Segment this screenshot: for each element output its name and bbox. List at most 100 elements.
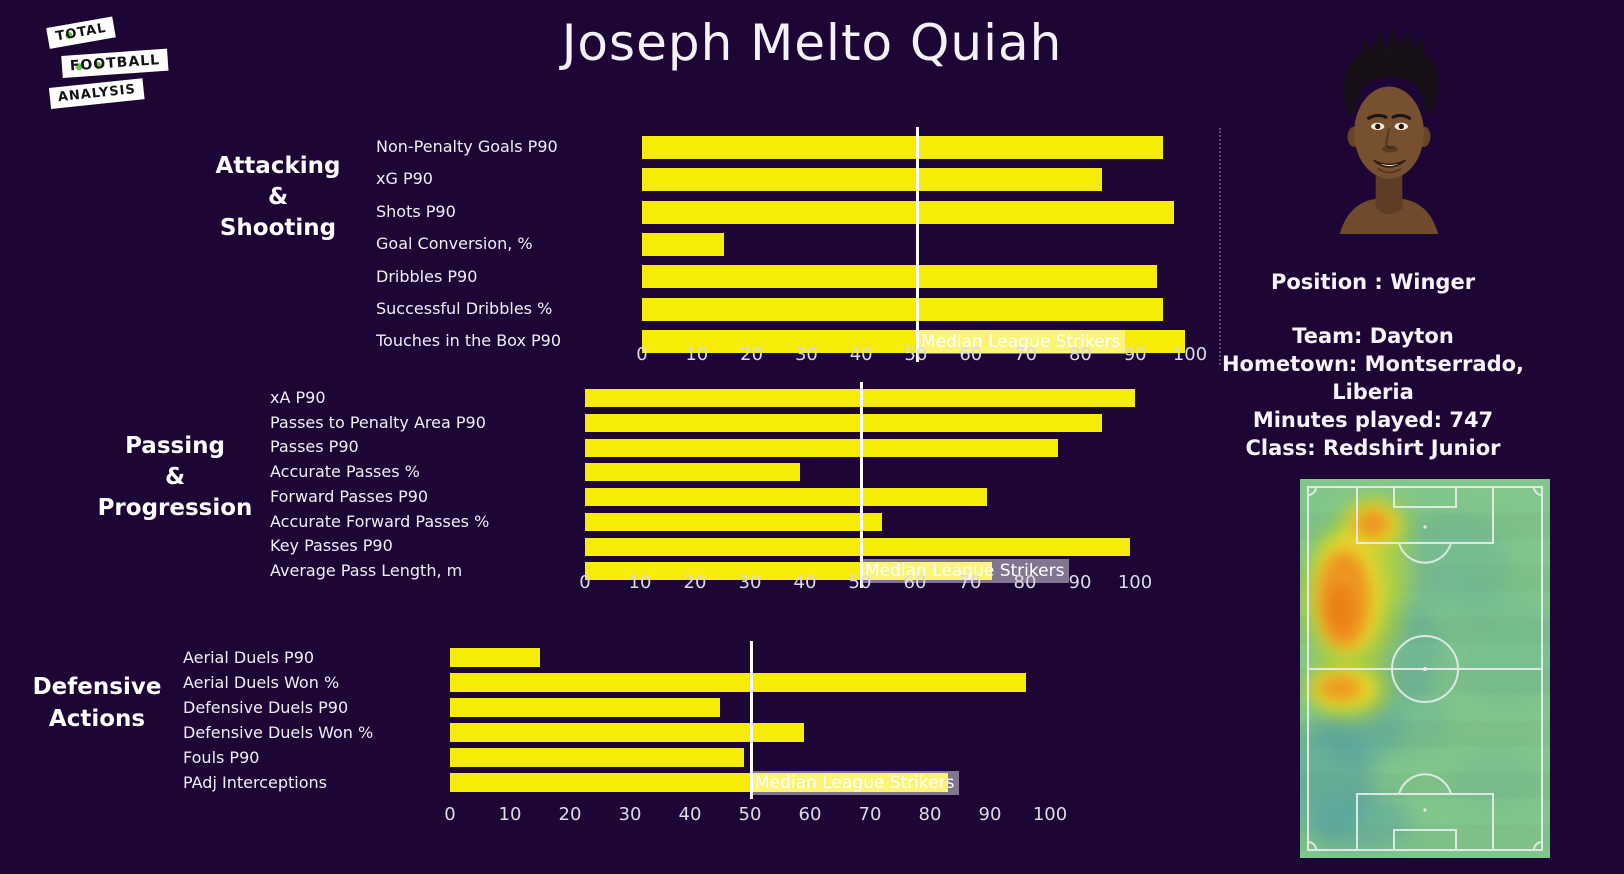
bar-defensive-duels-won [450,723,804,742]
section-title-line: Passing [125,433,225,459]
axis-tick-0: 0 [636,344,648,365]
section-title-line: & [164,464,186,490]
bar-shots-p90 [642,200,1174,224]
bar-passes-to-penalty-area-p90 [585,414,1102,433]
axis-tick-90: 90 [978,804,1002,825]
bar-label-aerial-duels-won: Aerial Duels Won % [183,673,340,692]
axis-tick-30: 30 [794,344,818,365]
section-title-defensive-actions: Defensive Actions [0,671,257,735]
axis-tick-30: 30 [738,572,762,593]
bar-defensive-duels-p90 [450,698,720,717]
page-title: Joseph Melto Quiah [561,14,1063,72]
axis-tick-70: 70 [958,572,982,593]
bar-aerial-duels-p90 [450,648,540,667]
axis-tick-20: 20 [558,804,582,825]
axis-tick-50: 50 [904,344,928,365]
axis-tick-100: 100 [1172,344,1208,365]
axis-tick-40: 40 [678,804,702,825]
section-title-line: & [267,184,289,210]
axis-tick-20: 20 [740,344,764,365]
section-title-line: Defensive [32,674,162,700]
bar-label-fouls-p90: Fouls P90 [183,748,260,767]
section-title-line: Attacking [215,153,341,179]
axis-tick-70: 70 [858,804,882,825]
section-title-line: Progression [97,495,253,521]
axis-tick-10: 10 [498,804,522,825]
player-portrait-graphic [1339,27,1439,234]
bar-label-goal-conversion: Goal Conversion, % [376,234,533,254]
axis-tick-10: 10 [685,344,709,365]
player-position: Position : Winger [1270,270,1476,294]
bar-label-xg-p90: xG P90 [376,169,433,189]
axis-tick-20: 20 [683,572,707,593]
bar-label-non-penalty-goals-p90: Non-Penalty Goals P90 [376,137,558,156]
pitch-lines [1307,486,1543,851]
section-title-line: Shooting [219,215,337,241]
player-hometown: Hometown: Montserrado, [1221,352,1525,376]
bar-label-dribbles-p90: Dribbles P90 [376,266,478,286]
axis-tick-80: 80 [1013,572,1037,593]
bar-non-penalty-goals-p90 [642,135,1163,159]
player-photo [1327,24,1451,234]
axis-tick-100: 100 [1032,804,1068,825]
chart-right-spine [1219,128,1221,365]
median-label: Median League Strikers [916,329,1126,354]
bar-label-key-passes-p90: Key Passes P90 [270,536,393,556]
median-label: Median League Strikers [750,770,960,795]
pitch-heatmap-graphic [1288,479,1555,858]
axis-tick-0: 0 [444,804,456,825]
bar-label-defensive-duels-won: Defensive Duels Won % [183,723,374,742]
bar-label-shots-p90: Shots P90 [376,201,456,221]
section-title-line: Actions [48,706,146,732]
bar-label-defensive-duels-p90: Defensive Duels P90 [183,698,349,717]
axis-tick-60: 60 [798,804,822,825]
bar-label-accurate-forward-passes: Accurate Forward Passes % [270,511,490,531]
bar-label-touches-in-the-box-p90: Touches in the Box P90 [376,331,562,351]
axis-tick-80: 80 [918,804,942,825]
bar-label-xa-p90: xA P90 [270,388,326,407]
axis-tick-0: 0 [579,572,591,593]
bar-label-accurate-passes: Accurate Passes % [270,462,420,482]
bar-goal-conversion [642,232,725,256]
axis-tick-40: 40 [793,572,817,593]
bar-touches-in-the-box-p90 [642,330,1185,354]
median-line [750,641,753,799]
axis-tick-60: 60 [903,572,927,593]
median-label: Median League Strikers [860,559,1070,584]
bar-label-passes-p90: Passes P90 [270,437,359,457]
axis-tick-70: 70 [1014,344,1038,365]
player-team: Team: Dayton [1292,324,1454,348]
axis-tick-50: 50 [848,572,872,593]
axis-tick-60: 60 [959,344,983,365]
bar-xg-p90 [642,168,1103,192]
bar-aerial-duels-won [450,673,1026,692]
bar-label-passes-to-penalty-area-p90: Passes to Penalty Area P90 [270,412,486,432]
bar-successful-dribbles [642,297,1163,321]
bar-label-padj-interceptions: PAdj Interceptions [183,773,327,792]
median-line [916,127,919,362]
player-class: Class: Redshirt Junior [1245,436,1501,460]
axis-tick-40: 40 [849,344,873,365]
bar-forward-passes-p90 [585,488,987,507]
axis-tick-90: 90 [1123,344,1147,365]
player-bio: Team: Dayton Hometown: Montserrado, Libe… [1150,322,1596,462]
bar-key-passes-p90 [585,537,1130,556]
section-title-passing-progression: Passing & Progression [15,431,335,524]
axis-tick-50: 50 [738,804,762,825]
bar-average-pass-length-m [585,562,992,581]
axis-tick-80: 80 [1068,344,1092,365]
bar-padj-interceptions [450,773,948,792]
bar-accurate-passes [585,463,800,482]
median-line [860,382,863,588]
bar-label-average-pass-length-m: Average Pass Length, m [270,560,463,580]
player-hometown2: Liberia [1332,380,1414,404]
axis-tick-10: 10 [628,572,652,593]
bar-label-forward-passes-p90: Forward Passes P90 [270,486,429,506]
player-minutes: Minutes played: 747 [1252,408,1494,432]
section-title-attacking-shooting: Attacking & Shooting [118,151,438,244]
bar-accurate-forward-passes [585,512,882,531]
bar-label-aerial-duels-p90: Aerial Duels P90 [183,648,315,667]
bar-fouls-p90 [450,748,744,767]
